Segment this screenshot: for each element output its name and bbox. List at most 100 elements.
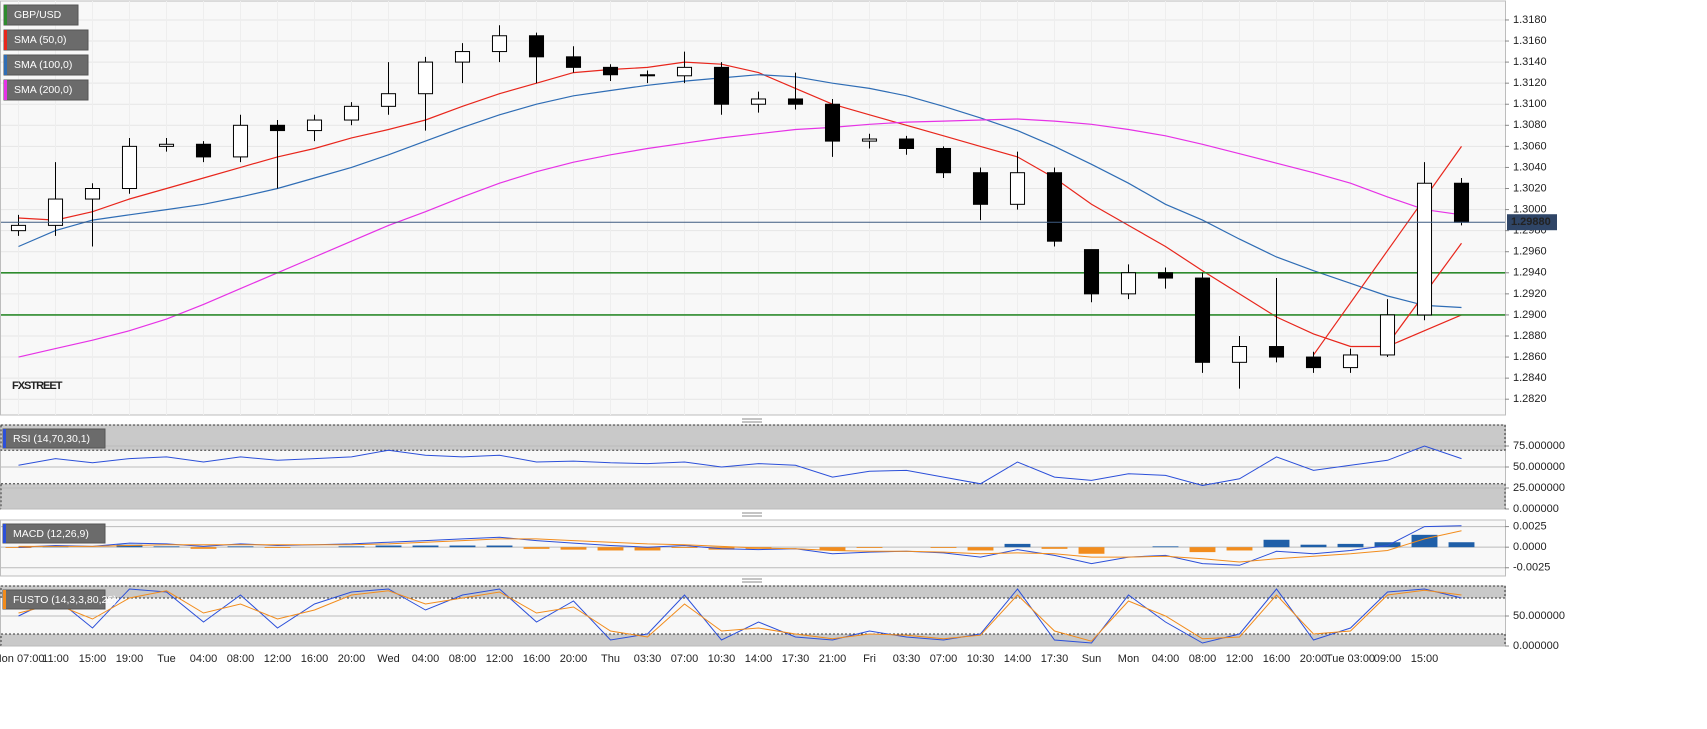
- x-tick-label: 04:00: [412, 653, 440, 665]
- x-tick-label: 17:30: [782, 653, 810, 665]
- y-tick-label: 50.000000: [1513, 461, 1565, 473]
- indicator-swatch: [3, 524, 6, 543]
- line-series: [18, 589, 1462, 642]
- candle-body: [824, 103, 841, 142]
- histogram-bar: [375, 545, 402, 548]
- x-tick-label: Sun: [1082, 653, 1102, 665]
- y-tick-label: 1.3180: [1513, 14, 1547, 26]
- candle-body: [380, 93, 397, 107]
- candle-body: [84, 188, 101, 200]
- histogram-bar: [597, 547, 624, 551]
- line-series: [18, 530, 1462, 563]
- y-tick-label: -0.0025: [1513, 562, 1550, 574]
- y-tick-label: 1.2940: [1513, 267, 1547, 279]
- x-tick-label: 08:00: [227, 653, 255, 665]
- candle-body: [1231, 346, 1248, 363]
- legend-label: GBP/USD: [14, 9, 62, 21]
- x-tick-label: 16:00: [1263, 653, 1291, 665]
- legend-swatch: [4, 80, 7, 100]
- x-tick-label: 12:00: [1226, 653, 1254, 665]
- candle-body: [639, 74, 656, 77]
- legend-swatch: [4, 5, 7, 25]
- histogram-bar: [227, 546, 254, 548]
- last-price-label: 1.29880: [1511, 216, 1551, 228]
- y-tick-label: 50.000000: [1513, 610, 1565, 622]
- x-tick-label: Wed: [377, 653, 399, 665]
- legend-label: SMA (50,0): [14, 34, 67, 46]
- legend-swatch: [4, 55, 7, 75]
- histogram-bar: [967, 547, 994, 551]
- x-tick-label: 10:30: [708, 653, 736, 665]
- y-tick-label: 1.2860: [1513, 351, 1547, 363]
- y-tick-label: 1.2840: [1513, 372, 1547, 384]
- candle-body: [1453, 182, 1470, 223]
- panel-frame: [0, 0, 1506, 416]
- histogram-bar: [190, 547, 217, 549]
- y-tick-label: 1.2820: [1513, 393, 1547, 405]
- candle-body: [195, 143, 212, 158]
- candle-body: [1083, 249, 1100, 295]
- histogram-bar: [264, 547, 291, 548]
- candle-body: [861, 138, 878, 142]
- x-tick-label: 15:00: [79, 653, 107, 665]
- line-series: [18, 61, 1462, 348]
- x-tick-label: Mon 07:00: [0, 653, 44, 665]
- overbought-band: [0, 585, 1506, 599]
- line-series: [18, 74, 1462, 309]
- x-tick-label: 15:00: [1411, 653, 1439, 665]
- x-tick-label: 16:00: [523, 653, 551, 665]
- candle-body: [750, 98, 767, 105]
- candle-body: [269, 124, 286, 132]
- candle-body: [787, 98, 804, 105]
- y-tick-label: 1.2900: [1513, 309, 1547, 321]
- x-tick-label: 03:30: [634, 653, 662, 665]
- candle-body: [47, 198, 64, 226]
- watermark: FXSTREET: [12, 380, 63, 392]
- histogram-bar: [1337, 543, 1364, 548]
- x-tick-label: 03:30: [893, 653, 921, 665]
- panel-separator: [742, 418, 762, 583]
- x-tick-label: 11:00: [42, 653, 69, 665]
- y-tick-label: 75.000000: [1513, 440, 1565, 452]
- y-tick-label: 1.3120: [1513, 77, 1547, 89]
- histogram-bar: [930, 547, 957, 548]
- histogram-bar: [338, 546, 365, 548]
- candle-body: [1416, 182, 1433, 316]
- line-series: [18, 445, 1462, 487]
- x-tick-label: 07:00: [671, 653, 699, 665]
- histogram-bar: [486, 545, 513, 548]
- histogram-bar: [1300, 544, 1327, 548]
- y-tick-label: 1.3140: [1513, 56, 1547, 68]
- x-tick-label: 20:00: [560, 653, 588, 665]
- candle-body: [121, 145, 138, 190]
- y-tick-label: 1.3060: [1513, 140, 1547, 152]
- x-tick-label: Tue: [157, 653, 176, 665]
- candle-body: [491, 35, 508, 53]
- x-tick-label: 08:00: [1189, 653, 1217, 665]
- y-tick-label: 1.3040: [1513, 161, 1547, 173]
- candle-body: [898, 138, 915, 149]
- y-tick-label: 1.3080: [1513, 119, 1547, 131]
- histogram-bar: [1041, 547, 1068, 549]
- x-tick-label: 20:00: [338, 653, 366, 665]
- x-tick-label: 09:00: [1374, 653, 1402, 665]
- candle-body: [10, 224, 27, 232]
- candle-body: [935, 147, 952, 174]
- candle-body: [1046, 172, 1063, 242]
- histogram-bar: [560, 547, 587, 550]
- candle-body: [1379, 314, 1396, 356]
- candle-body: [1009, 172, 1026, 205]
- indicator-swatch: [3, 590, 6, 609]
- x-tick-label: 08:00: [449, 653, 477, 665]
- x-tick-label: 14:00: [745, 653, 773, 665]
- indicator-label: FUSTO (14,3,3,80,20): [13, 594, 117, 606]
- x-tick-label: Tue 03:00: [1326, 653, 1375, 665]
- x-tick-label: Thu: [601, 653, 620, 665]
- histogram-bar: [1152, 546, 1179, 548]
- trendline: [1313, 146, 1462, 356]
- histogram-bar: [1078, 547, 1105, 554]
- candle-body: [676, 66, 693, 77]
- x-tick-label: 10:30: [967, 653, 995, 665]
- histogram-bar: [1189, 547, 1216, 553]
